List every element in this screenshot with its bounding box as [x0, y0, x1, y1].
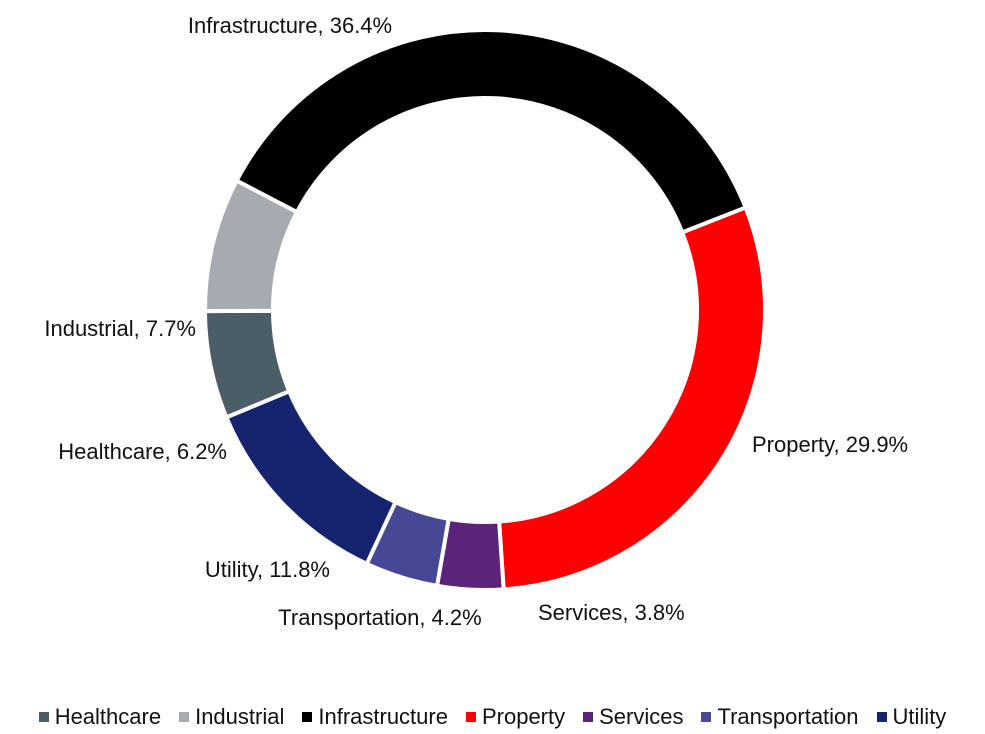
legend-label: Industrial [195, 704, 285, 729]
slice-infrastructure [233, 28, 749, 236]
slice-label-transportation: Transportation, 4.2% [278, 605, 481, 630]
legend-item-services: Services [583, 704, 683, 730]
legend-swatch [302, 712, 313, 722]
legend-swatch [38, 712, 49, 722]
legend-swatch [583, 712, 594, 722]
legend-label: Property [481, 704, 566, 729]
donut-chart: Infrastructure, 36.4% Property, 29.9% Serv… [44, 13, 908, 630]
legend-item-infrastructure: Infrastructure [302, 704, 448, 730]
chart-legend: Healthcare Industrial Infrastructure Proper… [0, 700, 985, 734]
slice-label-property: Property, 29.9% [752, 432, 908, 457]
legend-item-healthcare: Healthcare [38, 704, 162, 730]
legend-label: Services [599, 704, 684, 729]
legend-item-transportation: Transportation [701, 704, 859, 730]
legend-label: Infrastructure [318, 704, 448, 729]
legend-label: Healthcare [54, 704, 162, 729]
slice-utility [223, 388, 399, 567]
slice-property [496, 204, 767, 592]
legend-item-utility: Utility [876, 704, 947, 730]
legend-swatch [876, 712, 887, 722]
legend-swatch [179, 712, 190, 722]
slice-label-services: Services, 3.8% [538, 600, 685, 625]
legend-item-property: Property [465, 704, 566, 730]
slice-label-utility: Utility, 11.8% [205, 557, 330, 582]
legend-label: Transportation [717, 704, 859, 729]
legend-swatch [465, 712, 476, 722]
legend-item-industrial: Industrial [179, 704, 284, 730]
slice-label-industrial: Industrial, 7.7% [44, 316, 196, 341]
slice-industrial [203, 178, 300, 314]
slice-label-healthcare: Healthcare, 6.2% [58, 439, 227, 464]
legend-swatch [701, 712, 712, 722]
slice-label-infrastructure: Infrastructure, 36.4% [188, 13, 392, 38]
legend-label: Utility [892, 704, 947, 729]
